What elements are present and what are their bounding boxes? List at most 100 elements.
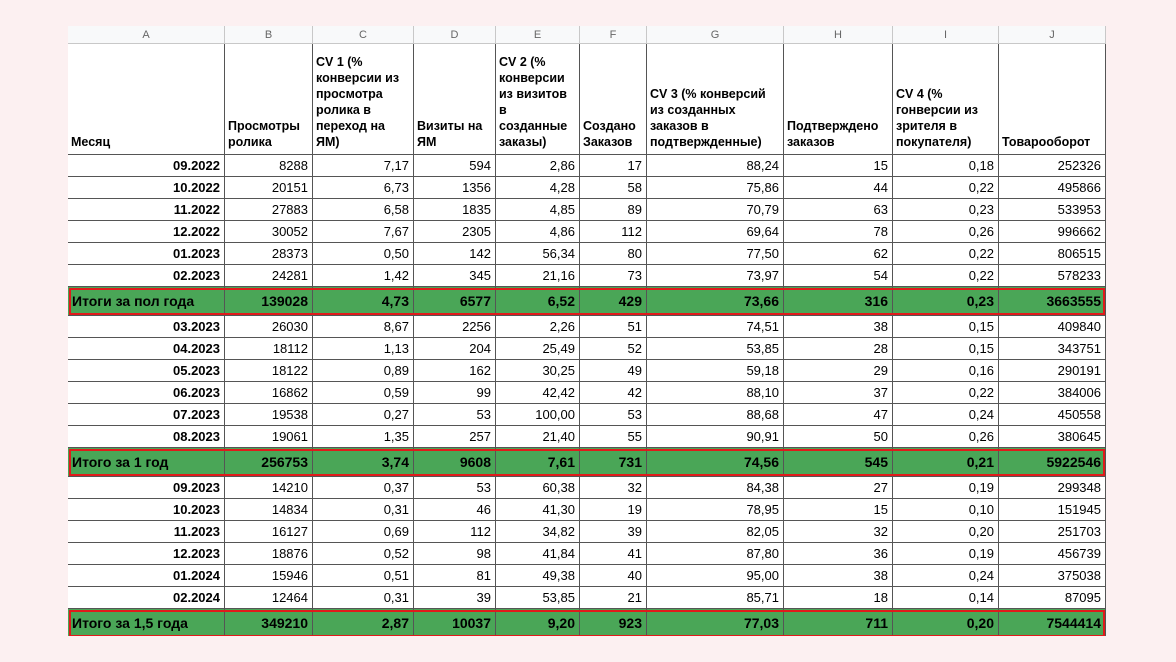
data-cell: 40 xyxy=(580,565,647,587)
data-cell: 0,31 xyxy=(313,587,414,609)
data-cell: 0,89 xyxy=(313,360,414,382)
data-cell: 12464 xyxy=(225,587,313,609)
data-cell: 343751 xyxy=(999,338,1106,360)
data-cell: 0,15 xyxy=(893,316,999,338)
data-cell: 4,86 xyxy=(496,221,580,243)
data-cell: 39 xyxy=(414,587,496,609)
data-cell: 0,10 xyxy=(893,499,999,521)
data-cell: 380645 xyxy=(999,426,1106,448)
data-cell: 533953 xyxy=(999,199,1106,221)
data-cell: 77,50 xyxy=(647,243,784,265)
data-cell: 78 xyxy=(784,221,893,243)
data-cell: 18112 xyxy=(225,338,313,360)
data-cell: 0,27 xyxy=(313,404,414,426)
header-cell: CV 3 (% конверсий из созданных заказов в… xyxy=(647,44,784,155)
data-cell: 1356 xyxy=(414,177,496,199)
month-cell: 01.2023 xyxy=(68,243,225,265)
data-cell: 95,00 xyxy=(647,565,784,587)
data-cell: 54 xyxy=(784,265,893,287)
data-cell: 345 xyxy=(414,265,496,287)
data-cell: 2256 xyxy=(414,316,496,338)
data-cell: 594 xyxy=(414,155,496,177)
data-cell: 0,22 xyxy=(893,265,999,287)
data-cell: 44 xyxy=(784,177,893,199)
data-cell: 47 xyxy=(784,404,893,426)
header-cell: Просмотры ролика xyxy=(225,44,313,155)
data-cell: 142 xyxy=(414,243,496,265)
total-cell: 2,87 xyxy=(313,609,414,636)
data-cell: 14834 xyxy=(225,499,313,521)
month-cell: 02.2023 xyxy=(68,265,225,287)
data-cell: 2,26 xyxy=(496,316,580,338)
total-cell: 3663555 xyxy=(999,287,1106,316)
data-cell: 6,58 xyxy=(313,199,414,221)
data-cell: 53 xyxy=(414,404,496,426)
data-cell: 151945 xyxy=(999,499,1106,521)
data-cell: 1,35 xyxy=(313,426,414,448)
data-cell: 16127 xyxy=(225,521,313,543)
data-cell: 28373 xyxy=(225,243,313,265)
data-cell: 14210 xyxy=(225,477,313,499)
column-letter: F xyxy=(580,26,647,44)
data-cell: 24281 xyxy=(225,265,313,287)
data-cell: 0,31 xyxy=(313,499,414,521)
data-cell: 20151 xyxy=(225,177,313,199)
data-cell: 87,80 xyxy=(647,543,784,565)
data-cell: 87095 xyxy=(999,587,1106,609)
data-cell: 112 xyxy=(414,521,496,543)
data-cell: 25,49 xyxy=(496,338,580,360)
data-cell: 74,51 xyxy=(647,316,784,338)
header-cell: Создано Заказов xyxy=(580,44,647,155)
data-cell: 88,24 xyxy=(647,155,784,177)
total-cell: 316 xyxy=(784,287,893,316)
data-cell: 99 xyxy=(414,382,496,404)
data-cell: 41 xyxy=(580,543,647,565)
data-cell: 55 xyxy=(580,426,647,448)
total-cell: 0,21 xyxy=(893,448,999,477)
data-cell: 62 xyxy=(784,243,893,265)
month-cell: 05.2023 xyxy=(68,360,225,382)
data-cell: 18876 xyxy=(225,543,313,565)
month-cell: 10.2022 xyxy=(68,177,225,199)
data-cell: 32 xyxy=(784,521,893,543)
header-cell: Подтверждено заказов xyxy=(784,44,893,155)
data-cell: 78,95 xyxy=(647,499,784,521)
total-cell: 74,56 xyxy=(647,448,784,477)
data-cell: 15946 xyxy=(225,565,313,587)
total-cell: Итого за 1,5 года xyxy=(68,609,225,636)
data-cell: 42 xyxy=(580,382,647,404)
data-cell: 0,16 xyxy=(893,360,999,382)
data-cell: 0,50 xyxy=(313,243,414,265)
column-letter: B xyxy=(225,26,313,44)
data-cell: 0,18 xyxy=(893,155,999,177)
data-cell: 56,34 xyxy=(496,243,580,265)
data-cell: 59,18 xyxy=(647,360,784,382)
total-cell: 4,73 xyxy=(313,287,414,316)
data-cell: 450558 xyxy=(999,404,1106,426)
data-cell: 27883 xyxy=(225,199,313,221)
data-cell: 38 xyxy=(784,565,893,587)
column-letter: E xyxy=(496,26,580,44)
data-cell: 30,25 xyxy=(496,360,580,382)
data-cell: 4,28 xyxy=(496,177,580,199)
data-cell: 53,85 xyxy=(496,587,580,609)
data-cell: 52 xyxy=(580,338,647,360)
month-cell: 04.2023 xyxy=(68,338,225,360)
header-cell: Визиты на ЯМ xyxy=(414,44,496,155)
total-cell: 3,74 xyxy=(313,448,414,477)
data-cell: 38 xyxy=(784,316,893,338)
data-cell: 299348 xyxy=(999,477,1106,499)
data-cell: 85,71 xyxy=(647,587,784,609)
data-cell: 75,86 xyxy=(647,177,784,199)
month-cell: 08.2023 xyxy=(68,426,225,448)
data-cell: 16862 xyxy=(225,382,313,404)
month-cell: 11.2022 xyxy=(68,199,225,221)
data-cell: 26030 xyxy=(225,316,313,338)
data-cell: 88,10 xyxy=(647,382,784,404)
data-cell: 2,86 xyxy=(496,155,580,177)
header-cell: Месяц xyxy=(68,44,225,155)
data-cell: 162 xyxy=(414,360,496,382)
data-cell: 27 xyxy=(784,477,893,499)
month-cell: 09.2022 xyxy=(68,155,225,177)
